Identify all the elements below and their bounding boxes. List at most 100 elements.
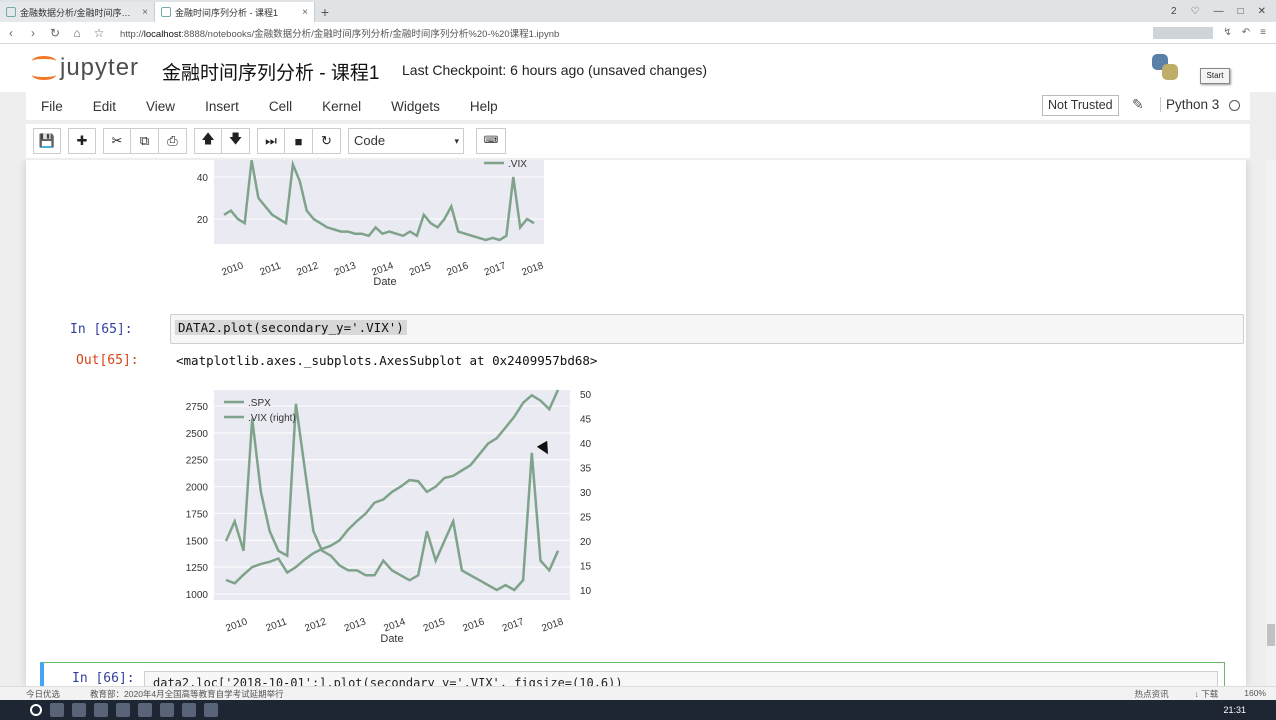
y-tick-label: 20 bbox=[197, 215, 209, 226]
close-window-button[interactable]: ✕ bbox=[1257, 5, 1266, 17]
url-field[interactable]: http://localhost:8888/notebooks/金融数据分析/金… bbox=[120, 26, 1153, 40]
jupyter-logo-icon bbox=[32, 54, 56, 82]
x-tick-label: 2011 bbox=[259, 260, 283, 278]
favorite-icon[interactable]: ♡ bbox=[1190, 5, 1200, 17]
checkpoint-status: Last Checkpoint: 6 hours ago (unsaved ch… bbox=[402, 62, 708, 78]
x-tick-label: 2013 bbox=[343, 616, 368, 634]
move-up-button[interactable]: 🡅 bbox=[194, 128, 222, 154]
command-palette-button[interactable]: ⌨ bbox=[476, 128, 506, 154]
interrupt-button[interactable]: ■ bbox=[285, 128, 313, 154]
browser-tab-1[interactable]: 金融数据分析/金融时间序列分析 × bbox=[0, 2, 155, 22]
kernel-name: Python 3 bbox=[1160, 97, 1219, 112]
taskbar-app-icon[interactable] bbox=[204, 703, 218, 717]
forward-arrow-icon[interactable]: › bbox=[31, 25, 35, 40]
browser-tab-label: 金融时间序列分析 - 课程1 bbox=[175, 7, 279, 18]
home-icon[interactable]: ⌂ bbox=[73, 25, 81, 40]
cell-type-select[interactable]: Code ▾ bbox=[348, 128, 464, 154]
new-tab-button[interactable]: + bbox=[320, 4, 330, 20]
save-button[interactable]: 💾 bbox=[33, 128, 61, 154]
url-prefix: http:// bbox=[120, 28, 144, 40]
y-left-tick-label: 1000 bbox=[186, 590, 209, 601]
menu-file[interactable]: File bbox=[41, 98, 63, 114]
status-right: 热点资讯 ↓ 下载 160% bbox=[1135, 688, 1276, 700]
restart-icon: ↻ bbox=[321, 133, 332, 148]
menu-kernel[interactable]: Kernel bbox=[322, 98, 362, 114]
y-left-tick-label: 2500 bbox=[186, 429, 209, 440]
step-forward-icon: ⏭ bbox=[265, 133, 277, 148]
copy-button[interactable]: ⧉ bbox=[131, 128, 159, 154]
jupyter-header: jupyter 金融时间序列分析 - 课程1 Last Checkpoint: … bbox=[0, 44, 1276, 92]
kernel-status-icon bbox=[1229, 100, 1240, 111]
download-button[interactable]: ↓ 下载 bbox=[1194, 688, 1219, 699]
maximize-button[interactable]: □ bbox=[1237, 5, 1244, 17]
search-box[interactable] bbox=[1153, 26, 1214, 39]
menu-insert[interactable]: Insert bbox=[205, 98, 239, 114]
move-down-button[interactable]: 🡇 bbox=[222, 128, 250, 154]
tab-count-badge[interactable]: 2 bbox=[1171, 5, 1177, 17]
taskbar-app-icon[interactable] bbox=[182, 703, 196, 717]
insert-cell-button[interactable]: ✚ bbox=[68, 128, 96, 154]
jupyter-logo[interactable]: jupyter bbox=[32, 54, 139, 82]
scrollbar[interactable] bbox=[1266, 160, 1276, 686]
scrollbar-thumb[interactable] bbox=[1267, 624, 1275, 646]
x-tick-label: 2015 bbox=[408, 260, 433, 278]
taskbar-app-icon[interactable] bbox=[138, 703, 152, 717]
taskbar-app-icon[interactable] bbox=[94, 703, 108, 717]
undo-icon[interactable]: ↶ bbox=[1241, 27, 1251, 38]
taskbar-app-icon[interactable] bbox=[116, 703, 130, 717]
taskbar-app-icon[interactable] bbox=[160, 703, 174, 717]
menu-icon[interactable]: ≡ bbox=[1260, 27, 1266, 38]
browser-tab-2[interactable]: 金融时间序列分析 - 课程1 × bbox=[155, 2, 315, 22]
x-tick-label: 2011 bbox=[265, 616, 289, 634]
restart-button[interactable]: ↻ bbox=[313, 128, 341, 154]
back-arrow-icon[interactable]: ‹ bbox=[9, 25, 13, 40]
hot-news[interactable]: 热点资讯 bbox=[1134, 688, 1169, 699]
code-text[interactable]: data2.loc['2018-10-01':].plot(secondary_… bbox=[144, 671, 1218, 686]
task-view-icon[interactable] bbox=[50, 703, 64, 717]
run-button[interactable]: ⏭ bbox=[257, 128, 285, 154]
minimize-button[interactable]: — bbox=[1213, 5, 1224, 17]
x-tick-label: 2017 bbox=[501, 616, 526, 634]
menu-cell[interactable]: Cell bbox=[268, 98, 293, 114]
start-button[interactable]: Start bbox=[1200, 68, 1230, 84]
os-taskbar: 21:31 bbox=[0, 700, 1276, 720]
scissors-icon: ✂ bbox=[111, 133, 123, 148]
code-cell-65[interactable]: DATA2.plot(secondary_y='.VIX') bbox=[170, 314, 1244, 344]
logo-text: jupyter bbox=[60, 54, 140, 81]
lightning-icon[interactable]: ↯ bbox=[1223, 27, 1232, 38]
y-left-tick-label: 1500 bbox=[186, 536, 209, 547]
selected-cell-66[interactable]: In [66]: data2.loc['2018-10-01':].plot(s… bbox=[40, 662, 1225, 686]
cut-button[interactable]: ✂ bbox=[103, 128, 131, 154]
arrow-down-icon: 🡇 bbox=[228, 131, 243, 146]
status-left[interactable]: 今日优选 bbox=[26, 688, 61, 699]
edit-pencil-icon[interactable]: ✎ bbox=[1132, 96, 1144, 112]
zoom-level[interactable]: 160% bbox=[1244, 687, 1266, 698]
menu-widgets[interactable]: Widgets bbox=[391, 98, 440, 114]
start-menu-icon[interactable] bbox=[30, 704, 42, 716]
vix-plot: 20 40 2010 2011 2012 2013 2014 2015 2016 2017 2018… bbox=[156, 160, 556, 290]
y-left-tick-label: 1750 bbox=[186, 509, 209, 520]
paste-icon: ⎙ bbox=[167, 133, 178, 148]
spx-vix-plot: 1000 1250 1500 1750 2000 2250 2500 2750 10 15 20 25… bbox=[136, 382, 596, 652]
taskbar-app-icon[interactable] bbox=[72, 703, 86, 717]
address-bar-actions: ↯ ↶ ≡ bbox=[1153, 26, 1276, 39]
tab-close-icon[interactable]: × bbox=[302, 6, 308, 18]
x-tick-label: 2018 bbox=[520, 260, 545, 278]
not-trusted-button[interactable]: Not Trusted bbox=[1042, 95, 1119, 116]
reload-icon[interactable]: ↻ bbox=[49, 25, 61, 40]
menu-view[interactable]: View bbox=[146, 98, 176, 114]
spx-vix-chart-svg: 1000 1250 1500 1750 2000 2250 2500 2750 10 15 20 25… bbox=[186, 389, 592, 645]
notebook-title[interactable]: 金融时间序列分析 - 课程1 bbox=[162, 63, 380, 84]
y-left-tick-label: 2000 bbox=[186, 483, 209, 494]
status-news[interactable]: 教育部：2020年4月全国高等教育自学考试延期举行 bbox=[90, 688, 284, 699]
code-text[interactable]: DATA2.plot(secondary_y='.VIX') bbox=[175, 320, 407, 335]
star-icon[interactable]: ☆ bbox=[93, 25, 105, 40]
paste-button[interactable]: ⎙ bbox=[159, 128, 187, 154]
stop-icon: ■ bbox=[294, 133, 303, 149]
tab-close-icon[interactable]: × bbox=[142, 6, 148, 18]
menu-help[interactable]: Help bbox=[469, 98, 498, 114]
x-tick-label: 2013 bbox=[333, 260, 358, 278]
menu-edit[interactable]: Edit bbox=[92, 98, 117, 114]
